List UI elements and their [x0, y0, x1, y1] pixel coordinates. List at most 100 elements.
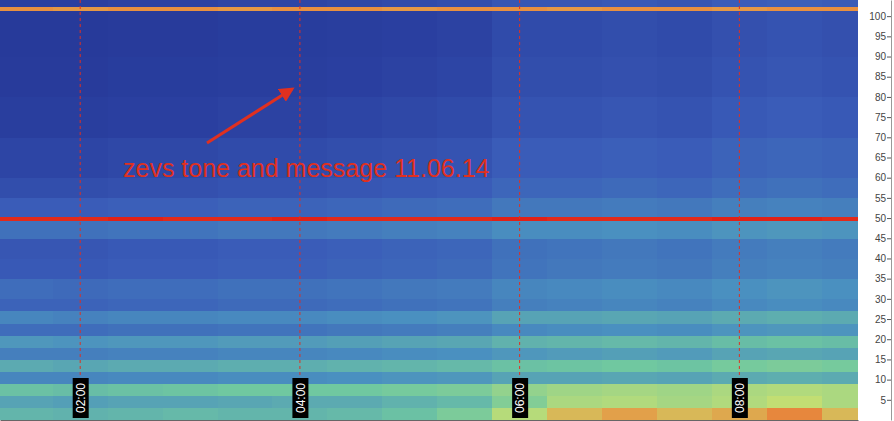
y-tick-label: 70	[875, 132, 887, 143]
y-tick: 70	[875, 132, 891, 143]
cell	[657, 137, 712, 178]
cell	[547, 238, 602, 259]
cell	[822, 279, 858, 300]
y-tick-label: 35	[875, 273, 887, 284]
cell	[602, 178, 657, 199]
cell	[0, 198, 53, 217]
cell	[327, 279, 382, 300]
cell	[602, 258, 657, 279]
cell	[108, 0, 163, 7]
cell	[108, 279, 163, 300]
cell	[218, 216, 273, 221]
cell	[602, 198, 657, 217]
cell	[767, 335, 822, 348]
grid-line	[519, 0, 520, 420]
cell	[657, 311, 712, 324]
cell	[657, 372, 712, 385]
cell	[657, 198, 712, 217]
cell	[602, 57, 657, 98]
cell	[0, 299, 53, 312]
y-tick: 20	[875, 334, 891, 345]
cell	[327, 198, 382, 217]
cell	[547, 396, 602, 409]
y-tick: 90	[875, 51, 891, 62]
cell	[108, 372, 163, 385]
cell	[0, 216, 53, 221]
cell	[0, 258, 53, 279]
cell	[657, 97, 712, 138]
cell	[437, 10, 492, 57]
cell	[327, 6, 382, 11]
x-tick-box	[732, 378, 748, 418]
cell	[163, 311, 218, 324]
cell	[767, 384, 822, 397]
y-tick-label: 85	[875, 71, 887, 82]
cell	[0, 10, 53, 57]
cell	[382, 311, 437, 324]
cell	[163, 220, 218, 239]
cell	[218, 359, 273, 372]
cell	[822, 238, 858, 259]
cell	[0, 220, 53, 239]
cell	[327, 408, 382, 420]
cell	[327, 372, 382, 385]
cell	[327, 384, 382, 397]
y-tick-mark	[887, 178, 891, 179]
cell	[547, 178, 602, 199]
cell	[382, 0, 437, 7]
cell	[822, 299, 858, 312]
grid-line	[299, 0, 300, 420]
cell	[327, 323, 382, 336]
cell	[657, 10, 712, 57]
cell	[218, 6, 273, 11]
y-tick: 15	[875, 354, 891, 365]
cell	[0, 238, 53, 259]
cell	[327, 238, 382, 259]
cell	[602, 279, 657, 300]
cell	[822, 6, 858, 11]
y-tick-mark	[887, 97, 891, 98]
cell	[163, 0, 218, 7]
cell	[163, 216, 218, 221]
cell	[767, 178, 822, 199]
cell	[602, 396, 657, 409]
cell	[437, 347, 492, 360]
cell	[218, 220, 273, 239]
cell	[163, 6, 218, 11]
cell	[108, 323, 163, 336]
cell	[437, 238, 492, 259]
cell	[767, 220, 822, 239]
cell	[0, 408, 53, 420]
cell	[547, 359, 602, 372]
y-tick-label: 45	[875, 233, 887, 244]
cell	[218, 57, 273, 98]
cell	[822, 408, 858, 420]
cell	[218, 279, 273, 300]
cell	[602, 299, 657, 312]
cell	[382, 359, 437, 372]
y-tick: 5	[880, 395, 891, 406]
y-tick: 45	[875, 233, 891, 244]
cell	[218, 0, 273, 7]
cell	[382, 384, 437, 397]
axis-panel	[858, 0, 894, 421]
y-tick-label: 20	[875, 334, 887, 345]
cell	[327, 258, 382, 279]
cell	[382, 97, 437, 138]
cell	[163, 238, 218, 259]
cell	[437, 323, 492, 336]
y-tick-mark	[887, 137, 891, 138]
y-tick-label: 75	[875, 112, 887, 123]
x-tick: 06:00	[512, 378, 528, 420]
cell	[218, 396, 273, 409]
cell	[547, 335, 602, 348]
cell	[382, 323, 437, 336]
cell	[657, 396, 712, 409]
cell	[547, 97, 602, 138]
cell	[547, 137, 602, 178]
cell	[0, 6, 53, 11]
y-tick-mark	[887, 400, 891, 401]
cell	[657, 384, 712, 397]
y-tick-label: 60	[875, 172, 887, 183]
cell	[108, 238, 163, 259]
